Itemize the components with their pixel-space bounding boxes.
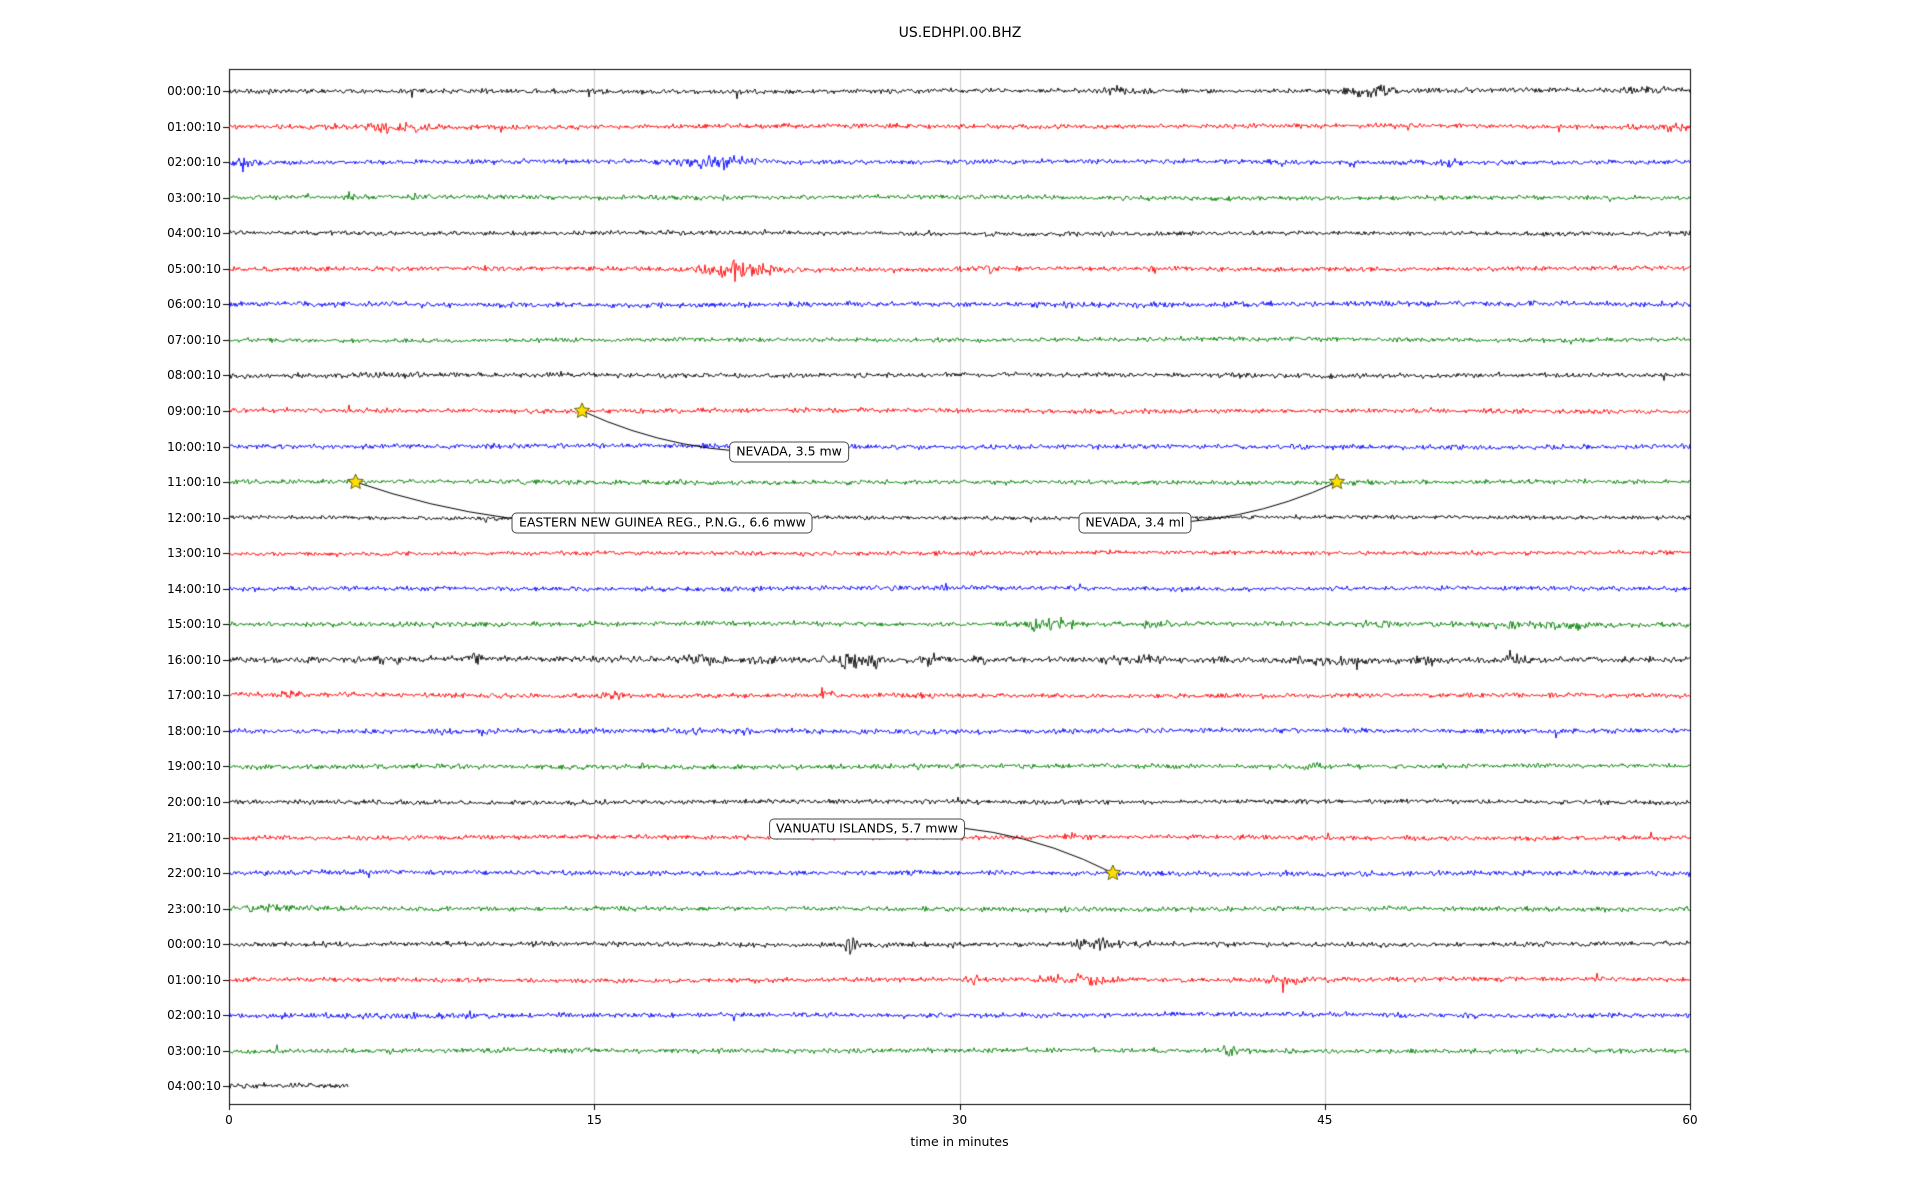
plot-title: US.EDHPI.00.BHZ: [898, 25, 1022, 41]
event-annotation-nevada-34: NEVADA, 3.4 ml: [1078, 512, 1192, 534]
event-annotation-new-guinea: EASTERN NEW GUINEA REG., P.N.G., 6.6 mww: [511, 512, 813, 534]
y-tick-label: 02:00:10: [167, 1008, 221, 1023]
y-tick-label: 23:00:10: [167, 901, 221, 916]
y-tick-label: 16:00:10: [167, 652, 221, 667]
y-tick-label: 12:00:10: [167, 510, 221, 525]
y-tick-label: 20:00:10: [167, 795, 221, 809]
y-tick-label: 02:00:10: [167, 155, 221, 170]
y-tick-label: 21:00:10: [167, 830, 221, 845]
x-tick-label: 0: [225, 1113, 233, 1127]
y-tick-label: 19:00:10: [167, 759, 221, 774]
y-tick-label: 11:00:10: [167, 475, 221, 490]
y-tick-label: 05:00:10: [167, 261, 221, 276]
y-tick-label: 01:00:10: [167, 119, 221, 134]
y-tick-label: 01:00:10: [167, 972, 221, 987]
y-tick-label: 10:00:10: [167, 439, 221, 454]
y-tick-label: 03:00:10: [167, 190, 221, 205]
y-tick-label: 07:00:10: [167, 332, 221, 347]
y-tick-label: 17:00:10: [167, 688, 221, 703]
x-axis-label: time in minutes: [910, 1134, 1009, 1149]
y-tick-label: 09:00:10: [167, 403, 221, 418]
y-tick-label: 14:00:10: [167, 581, 221, 596]
event-annotation-vanuatu: VANUATU ISLANDS, 5.7 mww: [769, 818, 965, 840]
y-tick-label: 13:00:10: [167, 546, 221, 561]
x-tick-label: 30: [951, 1113, 968, 1127]
y-tick-label: 00:00:10: [167, 84, 221, 98]
y-tick-label: 06:00:10: [167, 297, 221, 312]
y-tick-label: 15:00:10: [167, 617, 221, 632]
y-tick-label: 22:00:10: [167, 866, 221, 881]
y-tick-label: 04:00:10: [167, 1079, 221, 1094]
y-tick-label: 03:00:10: [167, 1043, 221, 1058]
y-tick-label: 00:00:10: [167, 937, 221, 952]
y-tick-label: 08:00:10: [167, 368, 221, 383]
y-tick-label: 04:00:10: [167, 226, 221, 241]
y-tick-label: 18:00:10: [167, 723, 221, 738]
x-tick-label: 15: [586, 1113, 602, 1127]
x-tick-label: 45: [1317, 1113, 1333, 1127]
x-tick-label: 60: [1682, 1113, 1698, 1127]
event-annotation-nevada-35: NEVADA, 3.5 mw: [729, 441, 849, 463]
